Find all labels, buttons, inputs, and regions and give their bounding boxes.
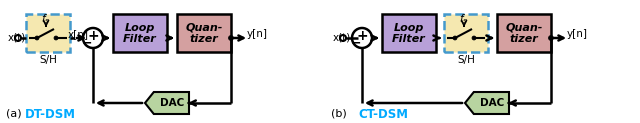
Bar <box>26 14 70 52</box>
Text: $f_s$: $f_s$ <box>460 12 468 26</box>
Text: Quan-: Quan- <box>186 23 223 33</box>
Text: S/H: S/H <box>39 55 57 65</box>
Text: $f_s$: $f_s$ <box>42 12 51 26</box>
Text: DT-DSM: DT-DSM <box>24 108 76 121</box>
Bar <box>113 14 167 52</box>
Circle shape <box>472 36 476 40</box>
Text: +: + <box>356 29 368 43</box>
Polygon shape <box>145 92 189 114</box>
Circle shape <box>453 36 457 40</box>
Text: Filter: Filter <box>123 34 157 44</box>
Circle shape <box>15 35 21 41</box>
Bar <box>382 14 436 52</box>
Text: −: − <box>82 37 92 49</box>
Bar <box>444 14 488 52</box>
Text: (b): (b) <box>331 109 347 119</box>
Circle shape <box>83 28 103 48</box>
Text: −: − <box>351 37 361 49</box>
Circle shape <box>54 36 58 40</box>
Text: S/H: S/H <box>457 55 475 65</box>
Circle shape <box>340 35 346 41</box>
Text: DAC: DAC <box>160 98 184 108</box>
Circle shape <box>35 36 39 40</box>
Bar <box>497 14 551 52</box>
Text: Loop: Loop <box>394 23 424 33</box>
Text: Filter: Filter <box>392 34 426 44</box>
Text: Quan-: Quan- <box>506 23 543 33</box>
Text: (a): (a) <box>6 109 22 119</box>
Bar <box>177 14 231 52</box>
Text: y[n]: y[n] <box>566 29 588 39</box>
Polygon shape <box>465 92 509 114</box>
Circle shape <box>548 36 554 40</box>
Text: +: + <box>87 29 99 43</box>
Text: x(t): x(t) <box>333 33 351 43</box>
Text: DAC: DAC <box>480 98 504 108</box>
Text: CT-DSM: CT-DSM <box>358 108 408 121</box>
Text: tizer: tizer <box>509 34 538 44</box>
Circle shape <box>228 36 234 40</box>
Text: Loop: Loop <box>125 23 155 33</box>
Circle shape <box>352 28 372 48</box>
Text: x[n]: x[n] <box>67 29 88 39</box>
Text: tizer: tizer <box>189 34 218 44</box>
Text: x(t): x(t) <box>8 33 26 43</box>
Text: y[n]: y[n] <box>246 29 268 39</box>
